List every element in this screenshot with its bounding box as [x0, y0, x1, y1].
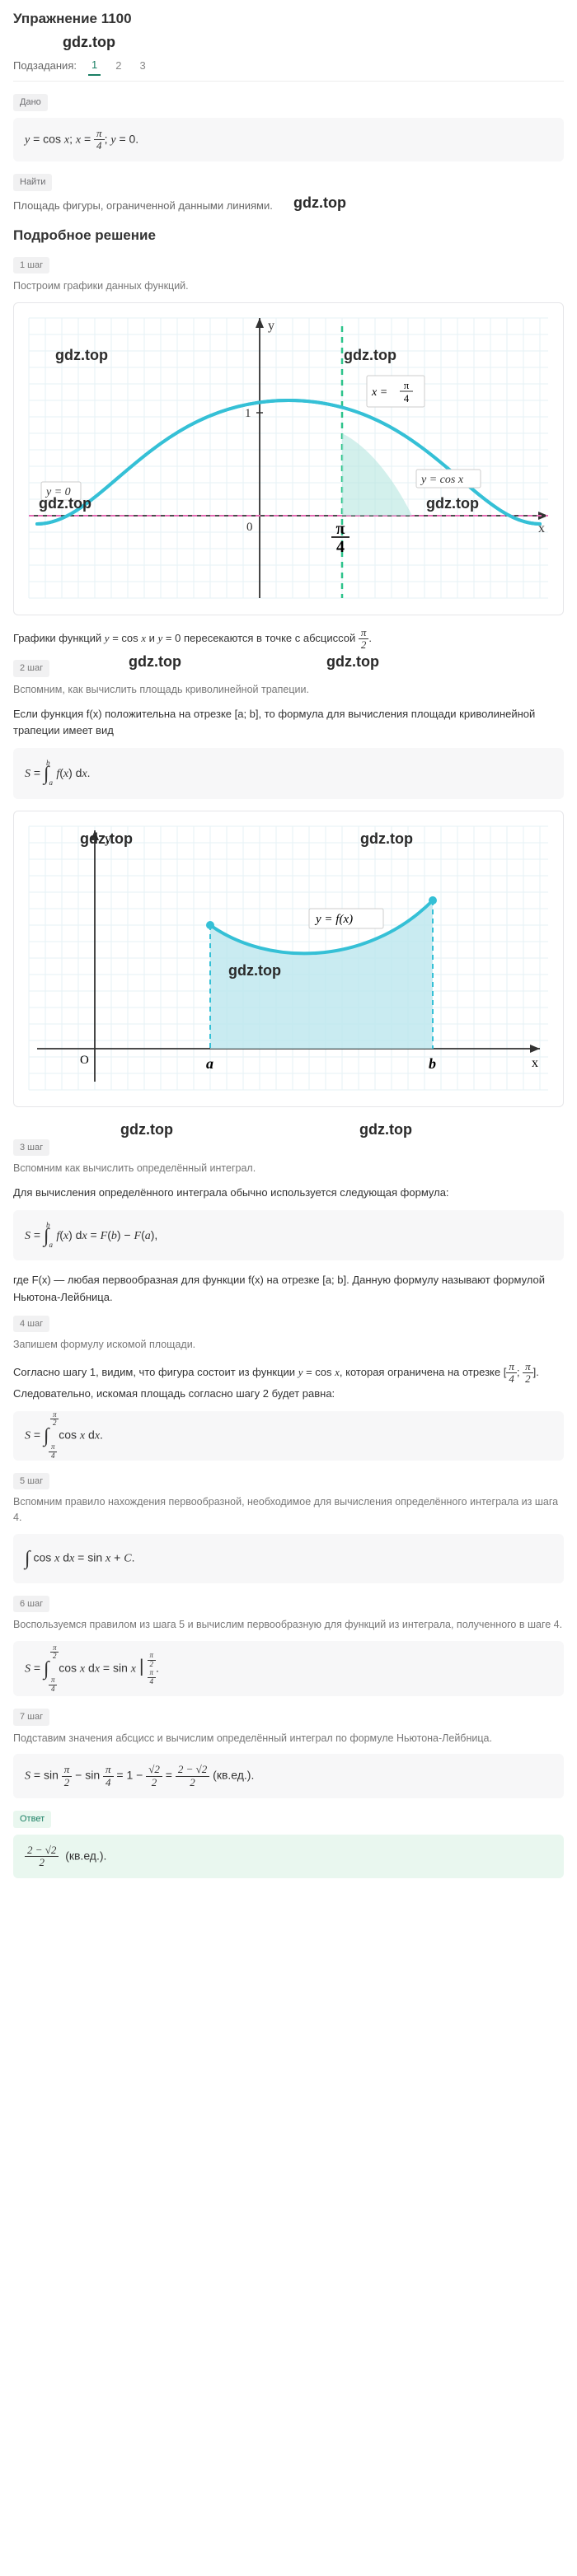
- svg-text:y: y: [105, 832, 111, 846]
- svg-text:4: 4: [336, 538, 345, 556]
- step5-formula: ∫ cos x dx = sin x + C.: [13, 1534, 564, 1583]
- area-graph: y x Oa b y = f(x): [21, 818, 556, 1098]
- subtask-1[interactable]: 1: [88, 55, 101, 77]
- step3-badge: 3 шаг: [13, 1139, 49, 1157]
- svg-text:y = 0: y = 0: [45, 486, 71, 498]
- svg-text:y = f(x): y = f(x): [314, 913, 353, 926]
- given-badge: Дано: [13, 94, 48, 111]
- svg-text:a: a: [206, 1055, 213, 1072]
- solution-title: Подробное решение: [13, 225, 564, 246]
- answer-box: 2 − √22 (кв.ед.).: [13, 1835, 564, 1879]
- given-box: y = cos x; x = π4; y = 0.: [13, 118, 564, 162]
- subtask-2[interactable]: 2: [112, 56, 124, 76]
- step7-formula: S = sin π2 − sin π4 = 1 − √22 = 2 − √22 …: [13, 1754, 564, 1798]
- step3-body1: Для вычисления определённого интеграла о…: [13, 1185, 564, 1202]
- step4-formula: S = π2 ∫ π4 cos x dx.: [13, 1411, 564, 1461]
- step4-text: Запишем формулу искомой площади.: [13, 1337, 564, 1353]
- subtask-3[interactable]: 3: [136, 56, 148, 76]
- step5-badge: 5 шаг: [13, 1473, 49, 1490]
- step6-badge: 6 шаг: [13, 1596, 49, 1613]
- step7-badge: 7 шаг: [13, 1709, 49, 1726]
- svg-text:y = cos x: y = cos x: [420, 474, 464, 486]
- find-text: Площадь фигуры, ограниченной данными лин…: [13, 198, 564, 214]
- find-badge: Найти: [13, 174, 52, 191]
- svg-text:b: b: [429, 1055, 436, 1072]
- step3-formula: S = ∫ab f(x) dx = F(b) − F(a),: [13, 1210, 564, 1261]
- svg-text:O: O: [80, 1054, 89, 1067]
- answer-badge: Ответ: [13, 1811, 51, 1828]
- subtasks-label: Подзадания:: [13, 58, 77, 74]
- svg-text:0: 0: [246, 521, 253, 534]
- step4-badge: 4 шаг: [13, 1316, 49, 1333]
- step1-badge: 1 шаг: [13, 257, 49, 274]
- page-title: Упражнение 1100: [13, 8, 564, 30]
- step4-body1: Согласно шагу 1, видим, что фигура состо…: [13, 1361, 564, 1402]
- step6-formula: S = π2 ∫ π4 cos x dx = sin x | π2 π4 .: [13, 1641, 564, 1696]
- svg-text:x =: x =: [371, 386, 387, 399]
- step2-body1: Если функция f(x) положительна на отрезк…: [13, 706, 564, 741]
- svg-text:y: y: [268, 319, 274, 333]
- cos-graph: yx01π4y = 0y = cos xx =π4: [21, 310, 556, 606]
- svg-text:1: 1: [245, 407, 251, 420]
- step7-text: Подставим значения абсцисс и вычислим оп…: [13, 1731, 564, 1746]
- step2-text: Вспомним, как вычислить площадь криволин…: [13, 682, 564, 698]
- step1-text: Построим графики данных функций.: [13, 278, 564, 294]
- step3-text: Вспомним как вычислить определённый инте…: [13, 1161, 564, 1176]
- watermark: gdz.top: [63, 34, 115, 50]
- svg-text:π: π: [404, 379, 410, 391]
- subtasks-row: Подзадания: 1 2 3: [13, 55, 564, 82]
- step2-badge: 2 шаг: [13, 660, 49, 677]
- step3-body2: где F(x) — любая первообразная для функц…: [13, 1272, 564, 1307]
- svg-text:x: x: [538, 521, 545, 535]
- step5-text: Вспомним правило нахождения первообразно…: [13, 1494, 564, 1526]
- svg-text:π: π: [336, 520, 345, 538]
- chart2: gdz.top gdz.top gdz.top yxOaby = f(x): [13, 811, 564, 1107]
- step1-after: Графики функций y = cos x и y = 0 пересе…: [13, 627, 564, 652]
- step2-formula: S = ∫ab f(x) dx.: [13, 748, 564, 799]
- svg-text:x: x: [532, 1056, 538, 1070]
- svg-text:4: 4: [404, 392, 410, 404]
- chart1: gdz.top gdz.top gdz.top gdz.top yx01π4y …: [13, 302, 564, 615]
- step6-text: Воспользуемся правилом из шага 5 и вычис…: [13, 1617, 564, 1633]
